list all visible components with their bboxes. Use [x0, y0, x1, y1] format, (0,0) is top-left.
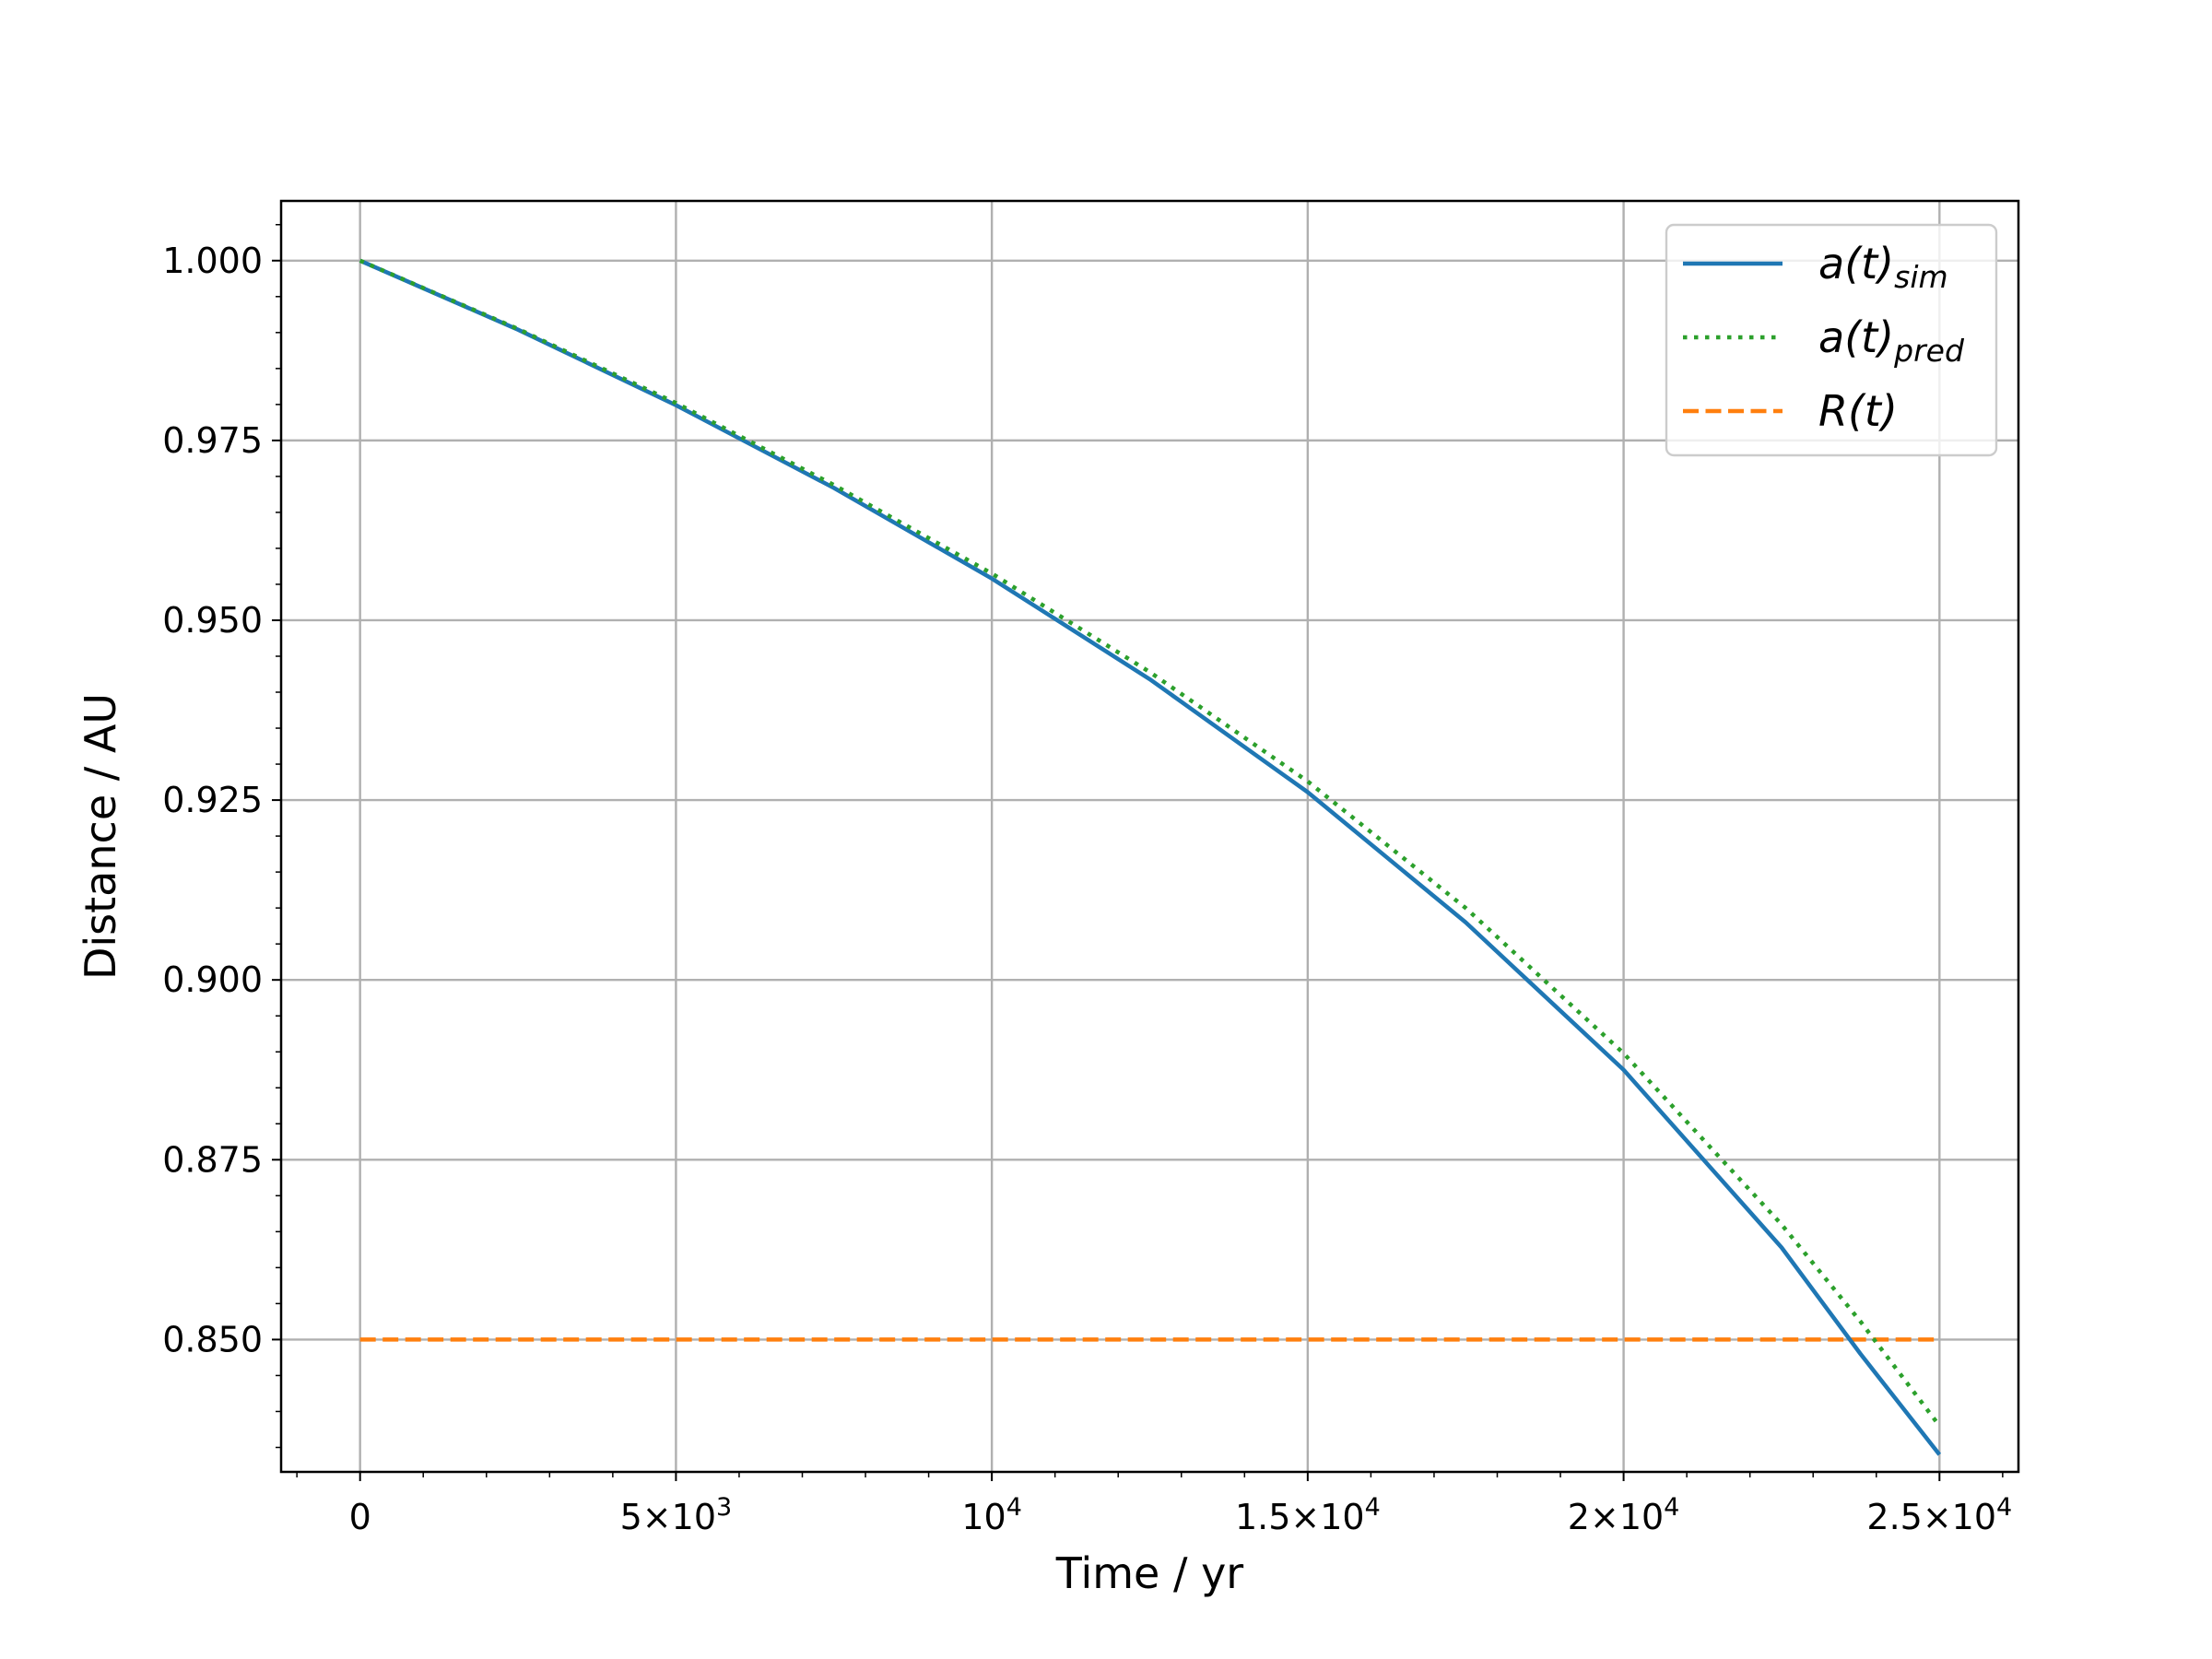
axis-ticks: 0 5×103 104 1.5×104 2×104 2.5×1040.8500.8750.… [162, 224, 2012, 1537]
series-layer [359, 258, 1942, 1456]
series-line-pred [359, 258, 1942, 1428]
y-tick-label: 0.925 [162, 780, 263, 820]
x-tick-label: 1.5×104 [1235, 1493, 1381, 1537]
y-tick-label: 0.850 [162, 1319, 263, 1359]
y-tick-label: 1.000 [162, 241, 263, 281]
legend-label: R(t) [1818, 386, 1898, 436]
y-tick-label: 0.950 [162, 600, 263, 641]
y-tick-label: 0.875 [162, 1139, 263, 1180]
legend-box [1665, 223, 1998, 457]
y-tick-label: 0.975 [162, 420, 263, 461]
x-axis-label: Time / yr [1055, 1548, 1244, 1598]
x-tick-label: 2×104 [1568, 1493, 1680, 1537]
grid-lines [281, 201, 2018, 1472]
series-line-sim [359, 258, 1942, 1456]
y-tick-label: 0.900 [162, 959, 263, 1000]
legend-label: a(t)sim [1818, 239, 1948, 295]
x-tick-label: 0 [349, 1497, 371, 1537]
x-tick-label: 5×103 [620, 1493, 733, 1537]
y-axis-label: Distance / AU [76, 693, 125, 980]
x-tick-label: 2.5×104 [1866, 1493, 2012, 1537]
